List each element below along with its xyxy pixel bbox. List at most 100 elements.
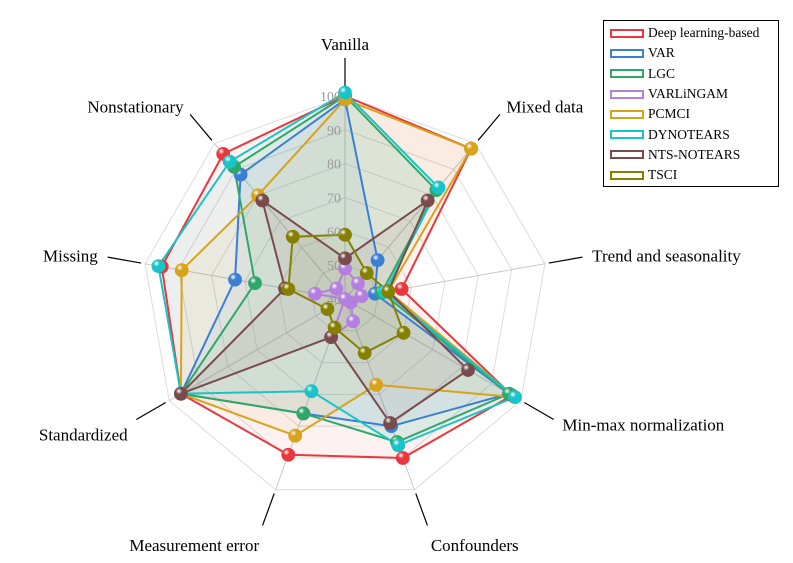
data-point-dynotears [508,390,522,405]
data-point-varlingam [338,292,352,306]
data-point-tsci [357,346,372,360]
tick-label: 90 [327,124,341,139]
legend-swatch [610,130,644,140]
series-lines [157,91,516,459]
legend-item: Deep learning-based [604,23,778,43]
axis-tick-line [548,256,583,264]
data-point-tsci [396,325,411,340]
data-point-tsci [320,302,335,317]
data-point-tsci [285,229,300,244]
data-point-dynotears [431,180,446,195]
grid-spoke [168,298,346,401]
data-point-lgc [296,406,311,421]
axis-tick-line [189,113,213,141]
data-point-deep-learning-based [394,282,409,296]
data-point-deep-learning-based [395,451,410,465]
grid-ring [177,129,513,459]
axis-tick-line [477,113,501,141]
legend-swatch [610,170,644,180]
legend-swatch [610,89,644,99]
series-line-var [179,98,511,428]
series-fill-dynotears [158,92,515,446]
data-point-tsci [338,227,352,242]
data-point-nts-notears [174,386,188,401]
legend-label: TSCI [648,167,678,183]
data-point-varlingam [308,286,322,301]
legend-item: NTS-NOTEARS [604,145,778,165]
data-point-nts-notears [338,251,352,266]
axis-label: Confounders [431,536,519,555]
data-point-nts-notears [383,416,398,430]
legend-item: PCMCI [604,104,778,124]
data-point-varlingam [354,289,369,303]
grid-spoke [344,298,522,401]
data-point-tsci [327,320,342,335]
data-point-pcmci [174,263,189,278]
tick-label: 80 [327,158,341,173]
data-point-var [370,253,385,268]
data-point-tsci [281,282,296,296]
axis-label: Nonstationary [87,98,184,117]
legend-swatch [610,69,644,79]
axis-label: Standardized [39,426,128,445]
data-point-pcmci [464,141,479,156]
legend-swatch [610,109,644,119]
tick-label: 70 [327,192,341,207]
grid-ring [244,196,446,395]
legend-swatch [610,150,644,160]
data-point-dynotears [391,438,406,453]
axis-tick-line [523,401,555,421]
legend-label: LGC [648,65,675,81]
data-point-dynotears [151,259,166,273]
axis-label: Measurement error [129,536,259,555]
series-line-deep-learning-based [160,95,514,459]
tick-label: 100 [320,90,341,105]
data-point-varlingam [346,314,361,329]
data-point-nts-notears [420,193,435,208]
axis-tick-line [107,256,142,264]
radial-tick-labels: 40 50 60 70 80 90 100 [320,90,341,308]
axis-tick-line [262,493,275,526]
legend-swatch [610,48,644,58]
tick-label: 60 [327,225,341,240]
data-point-var [228,272,242,287]
legend-item: DYNOTEARS [604,124,778,144]
series-line-pcmci [179,98,516,437]
grid-ring [311,264,379,332]
data-point-deep-learning-based [281,447,296,462]
axis-tick-line [415,493,428,526]
legend-item: VAR [604,43,778,63]
series-line-nts-notears [179,199,470,424]
axis-label: Missing [43,246,98,265]
tick-label: 50 [327,259,341,274]
legend-item: TSCI [604,165,778,185]
tick-label: 40 [327,293,341,308]
legend-label: NTS-NOTEARS [648,146,741,162]
legend-label: PCMCI [648,106,691,122]
series-line-tsci [287,233,405,355]
axis-label: Mixed data [506,98,583,117]
series-points [151,85,522,465]
legend-label: DYNOTEARS [648,126,730,142]
legend-label: VAR [648,45,675,61]
data-point-lgc [248,276,262,291]
legend-item: VARLiNGAM [604,84,778,104]
legend-label: Deep learning-based [648,25,760,41]
data-point-pcmci [369,377,384,392]
legend-label: VARLiNGAM [648,86,729,102]
legend: Deep learning-based VAR LGC VARLiNGAM PC… [603,20,779,187]
data-point-tsci [359,266,374,280]
data-point-nts-notears [255,193,270,208]
axis-tick-line [135,401,167,421]
grid-ring [144,95,546,491]
axis-labels: Vanilla Mixed data Trend and seasonality Mi… [39,35,741,555]
series-line-dynotears [157,91,516,447]
axis-label: Min-max normalization [562,416,724,435]
data-point-varlingam [351,276,365,291]
data-point-nts-notears [461,363,475,377]
data-point-tsci [381,284,396,299]
data-point-dynotears [304,384,319,399]
data-point-dynotears [338,85,352,100]
axis-label: Vanilla [321,35,370,54]
